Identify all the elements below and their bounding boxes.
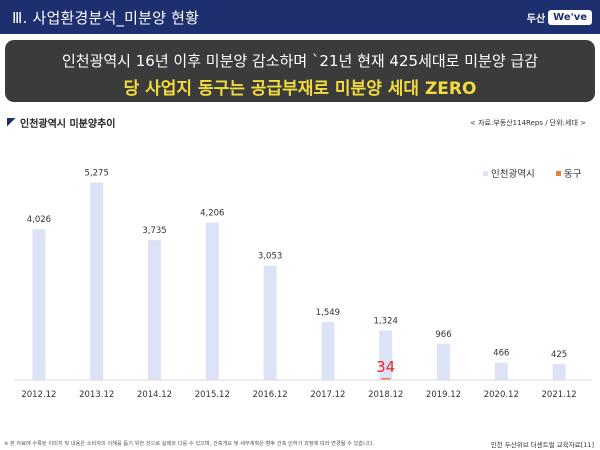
bar-incheon: [552, 364, 566, 380]
section-title: Ⅲ. 사업환경분석_미분양 현황: [12, 9, 200, 27]
footer-page-label: 인천 두산위브 더센트럴 교육자료[11]: [490, 441, 594, 449]
x-tick-label: 2014.12: [137, 390, 172, 400]
x-tick-label: 2013.12: [79, 390, 114, 400]
chart-heading: 인천광역시 미분양추이: [7, 115, 116, 130]
x-tick-label: 2012.12: [21, 390, 56, 400]
value-label-incheon: 1,324: [374, 316, 398, 326]
headline-line1: 인천광역시 16년 이후 미분양 감소하며 `21년 현재 425세대로 미분양…: [61, 52, 539, 70]
bar-incheon: [379, 330, 393, 380]
source-note: < 자료:부동산114Reps / 단위:세대 >: [470, 119, 586, 127]
chart-heading-text: 인천광역시 미분양추이: [20, 118, 116, 130]
x-tick-label: 2018.12: [368, 390, 403, 400]
bar-incheon: [263, 265, 277, 380]
value-label-donggu: 34: [376, 358, 395, 376]
x-tick-label: 2020.12: [484, 390, 519, 400]
value-label-incheon: 466: [493, 349, 509, 359]
value-label-incheon: 966: [435, 330, 451, 340]
x-tick-label: 2017.12: [310, 390, 345, 400]
bar-incheon: [494, 362, 508, 380]
headline-line2: 당 사업지 동구는 공급부재로 미분양 세대 ZERO: [123, 79, 477, 99]
legend-swatch: [483, 171, 488, 176]
brand-logo: 두산 We've: [527, 7, 592, 27]
legend-swatch: [556, 171, 561, 176]
bar-incheon: [437, 343, 450, 380]
headline-box: 인천광역시 16년 이후 미분양 감소하며 `21년 현재 425세대로 미분양…: [5, 40, 595, 102]
value-label-incheon: 1,549: [316, 308, 340, 318]
footer-disclaimer: ※ 본 자료에 수록된 이미지 및 내용은 소비자의 이해를 돕기 위한 것으로…: [4, 441, 375, 447]
bar-incheon: [90, 182, 104, 380]
x-tick-label: 2016.12: [253, 390, 288, 400]
chart-legend: 인천광역시 동구: [483, 168, 582, 180]
x-tick-label: 2019.12: [426, 390, 461, 400]
legend-label: 동구: [564, 169, 582, 180]
value-label-incheon: 3,053: [258, 252, 282, 262]
bar-donggu: [381, 378, 391, 380]
corner-marker-icon: [7, 117, 16, 127]
bar-incheon: [321, 321, 335, 380]
bar-incheon: [205, 222, 219, 380]
x-tick-label: 2021.12: [542, 390, 577, 400]
value-label-incheon: 425: [551, 350, 567, 360]
value-label-incheon: 3,735: [142, 226, 166, 236]
logo-prefix: 두산: [526, 13, 546, 25]
header-bar: Ⅲ. 사업환경분석_미분양 현황 두산 We've: [0, 0, 600, 34]
x-tick-label: 2015.12: [195, 390, 230, 400]
value-label-incheon: 5,275: [85, 168, 109, 178]
legend-label: 인천광역시: [491, 168, 535, 180]
value-label-incheon: 4,026: [27, 215, 51, 225]
bar-incheon: [32, 229, 46, 380]
value-label-incheon: 4,206: [200, 208, 224, 218]
bar-group: 4,026 2012.12 5,275 2013.12 3,735 2014.12 4,20…: [14, 168, 592, 400]
bar-incheon: [148, 240, 161, 380]
logo-badge: We've: [548, 9, 592, 25]
